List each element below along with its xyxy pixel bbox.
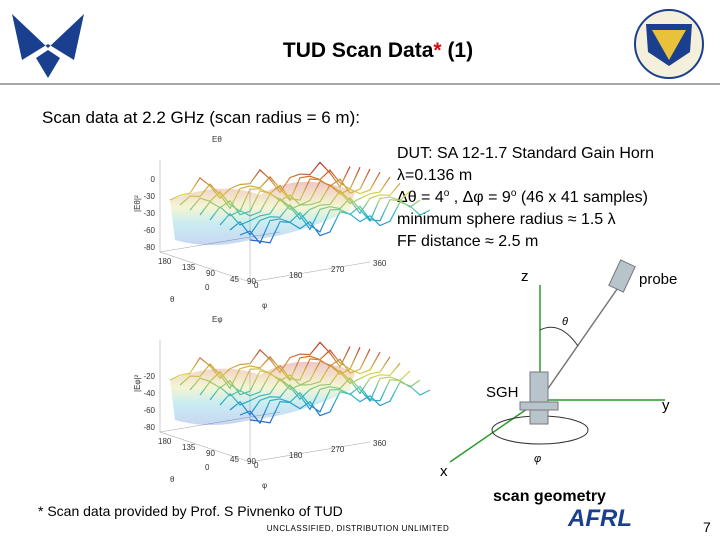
phi-label: φ <box>262 301 267 310</box>
phi-label: φ <box>534 453 541 465</box>
y-tick-label: -20 <box>143 372 155 381</box>
theta-tick-label: 45 <box>230 455 239 464</box>
y-tick-label: -60 <box>143 226 155 235</box>
phi-tick-label: 270 <box>331 445 345 454</box>
sgh-label: SGH <box>486 384 519 401</box>
sgh <box>529 371 549 425</box>
page-number: 7 <box>703 519 711 535</box>
title-text: TUD Scan Data <box>283 39 434 62</box>
sgh-flange <box>519 401 559 411</box>
phi-tick-label: 90 <box>247 277 256 286</box>
y-tick-label: -80 <box>143 423 155 432</box>
plot-title: Eφ <box>212 315 223 324</box>
classification: UNCLASSIFIED, DISTRIBUTION UNLIMITED <box>267 524 449 533</box>
subtitle: Scan data at 2.2 GHz (scan radius = 6 m)… <box>42 108 360 127</box>
dut-part: , Δφ = 9 <box>449 189 511 206</box>
dut-sup: o <box>511 188 517 199</box>
dut-line: λ=0.136 m <box>397 167 472 184</box>
probe-icon <box>608 259 636 293</box>
af-logo <box>12 14 84 78</box>
title: TUD Scan Data* (1) <box>283 39 473 62</box>
theta-label: θ <box>562 316 568 328</box>
y-tick-label: 0 <box>151 175 156 184</box>
y-label: y <box>662 397 670 414</box>
theta-tick-label: 90 <box>206 269 215 278</box>
afrl-logo: AFRL <box>567 505 632 532</box>
plot-title: Eθ <box>212 135 222 144</box>
emblem <box>634 9 704 79</box>
footnote: * Scan data provided by Prof. S Pivnenko… <box>38 503 343 519</box>
phi-label: φ <box>262 481 267 490</box>
phi-tick-label: 360 <box>373 259 387 268</box>
theta-tick-label: 0 <box>254 281 259 290</box>
z-label: z <box>521 268 529 285</box>
surface-fill <box>170 181 355 245</box>
surface-plot: Eθ|Eθ|²0-30-30-60-8018013590450090180270… <box>133 135 431 310</box>
probe-line <box>539 281 623 401</box>
y-tick-label: -40 <box>143 389 155 398</box>
title-asterisk: * <box>433 39 442 62</box>
dut-line: Δθ = 4o , Δφ = 9o (46 x 41 samples) <box>397 188 648 206</box>
y-tick-label: -30 <box>143 209 155 218</box>
x-label: x <box>440 463 448 480</box>
theta-label: θ <box>170 475 175 484</box>
dut-line: minimum sphere radius ≈ 1.5 λ <box>397 211 616 228</box>
theta-tick-label: 135 <box>182 263 196 272</box>
probe-label: probe <box>639 271 677 288</box>
plots: Eθ|Eθ|²0-30-30-60-8018013590450090180270… <box>133 135 431 490</box>
theta-tick-label: 180 <box>158 437 172 446</box>
geometry-diagram <box>449 259 665 463</box>
dut-line: FF distance ≈ 2.5 m <box>397 233 538 250</box>
geometry-caption: scan geometry <box>493 488 606 505</box>
phi-tick-label: 0 <box>205 463 210 472</box>
theta-tick-label: 90 <box>206 449 215 458</box>
dut-text: DUT: SA 12-1.7 Standard Gain Horn λ=0.13… <box>397 145 654 250</box>
theta-tick-label: 180 <box>158 257 172 266</box>
y-tick-label: -80 <box>143 243 155 252</box>
theta-arc <box>539 326 579 347</box>
dut-sup: o <box>444 188 450 199</box>
theta-tick-label: 45 <box>230 275 239 284</box>
phi-tick-label: 180 <box>289 451 303 460</box>
surface-plot: Eφ|Eφ|² -20-40-60-80180135904500901802703… <box>133 315 431 490</box>
theta-label: θ <box>170 295 175 304</box>
phi-tick-label: 360 <box>373 439 387 448</box>
phi-tick-label: 270 <box>331 265 345 274</box>
y-label: |Eφ|² <box>133 374 142 392</box>
surface-fill <box>170 361 355 425</box>
phi-tick-label: 0 <box>205 283 210 292</box>
title-text: (1) <box>442 39 474 62</box>
phi-tick-label: 180 <box>289 271 303 280</box>
geometry-labels: z probe θ SGH y x φ scan geometry <box>440 268 677 505</box>
y-tick-label: -60 <box>143 406 155 415</box>
phi-tick-label: 90 <box>247 457 256 466</box>
dut-line: DUT: SA 12-1.7 Standard Gain Horn <box>397 145 654 162</box>
dut-part: (46 x 41 samples) <box>516 189 648 206</box>
y-tick-label: -30 <box>143 192 155 201</box>
dut-part: Δθ = 4 <box>397 189 444 206</box>
y-label: |Eθ|² <box>133 195 142 212</box>
theta-tick-label: 0 <box>254 461 259 470</box>
theta-tick-label: 135 <box>182 443 196 452</box>
